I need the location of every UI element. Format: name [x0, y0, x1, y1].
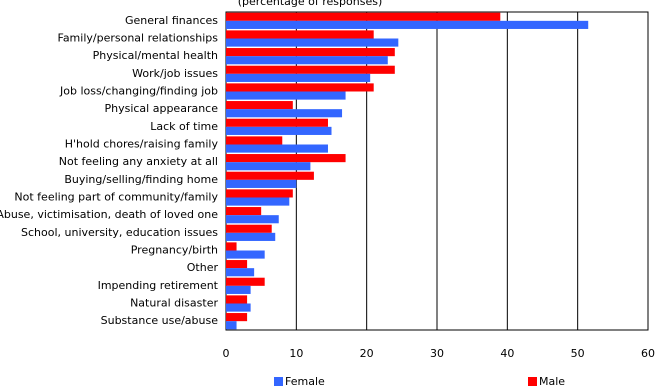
bar [226, 65, 395, 74]
bar [226, 242, 237, 251]
bar [226, 277, 265, 286]
x-tick-label: 50 [571, 347, 585, 360]
bar [226, 136, 283, 145]
bar [226, 144, 328, 153]
bar [226, 12, 501, 21]
bar [226, 48, 395, 57]
bar [226, 101, 293, 110]
bar [226, 20, 589, 29]
bar [226, 303, 251, 312]
bar [226, 189, 293, 198]
bar [226, 285, 251, 294]
y-tick-label: Substance use/abuse [101, 314, 219, 327]
bar [226, 171, 314, 180]
y-tick-label: Pregnancy/birth [131, 244, 218, 257]
bar [226, 118, 328, 127]
y-tick-label: Job loss/changing/finding job [59, 85, 218, 98]
bar [226, 321, 237, 330]
y-tick-label: Abuse, victimisation, death of loved one [0, 208, 218, 221]
y-tick-label: H'hold chores/raising family [65, 138, 219, 151]
y-tick-label: Physical/mental health [93, 49, 218, 62]
bar [226, 38, 399, 47]
bar [226, 56, 388, 65]
y-tick-label: Buying/selling/finding home [64, 173, 218, 186]
x-tick-label: 20 [360, 347, 374, 360]
bar [226, 215, 279, 224]
bar [226, 207, 262, 216]
bar [226, 162, 311, 171]
bar [226, 232, 276, 241]
y-tick-label: Physical appearance [104, 102, 218, 115]
y-tick-label: Impending retirement [98, 279, 219, 292]
legend-swatch [528, 377, 537, 386]
bar [226, 250, 265, 259]
bar [226, 268, 255, 277]
bar [226, 224, 272, 233]
bar [226, 154, 346, 163]
bar [226, 109, 343, 118]
x-tick-label: 40 [500, 347, 514, 360]
x-tick-label: 10 [289, 347, 303, 360]
bar [226, 91, 346, 100]
legend-label: Male [539, 375, 565, 388]
x-tick-label: 60 [641, 347, 655, 360]
y-tick-label: Family/personal relationships [58, 32, 219, 45]
y-tick-label: Work/job issues [132, 67, 218, 80]
bar [226, 30, 374, 39]
bar [226, 313, 248, 322]
bar [226, 73, 371, 82]
legend-label: Female [285, 375, 325, 388]
bar [226, 179, 297, 188]
bar [226, 83, 374, 92]
x-tick-label: 30 [430, 347, 444, 360]
y-tick-label: Not feeling part of community/family [14, 191, 218, 204]
chart-subtitle: (percentage of responses) [238, 0, 383, 8]
legend-swatch [274, 377, 283, 386]
bar [226, 197, 290, 206]
y-tick-label: School, university, education issues [21, 226, 218, 239]
y-tick-label: Lack of time [150, 120, 218, 133]
y-tick-label: Natural disaster [130, 297, 218, 310]
bar [226, 126, 332, 135]
bar [226, 295, 248, 304]
y-tick-label: Not feeling any anxiety at all [59, 155, 218, 168]
x-tick-label: 0 [223, 347, 230, 360]
bar [226, 260, 248, 269]
y-tick-label: General finances [125, 14, 218, 27]
y-tick-label: Other [187, 261, 219, 274]
